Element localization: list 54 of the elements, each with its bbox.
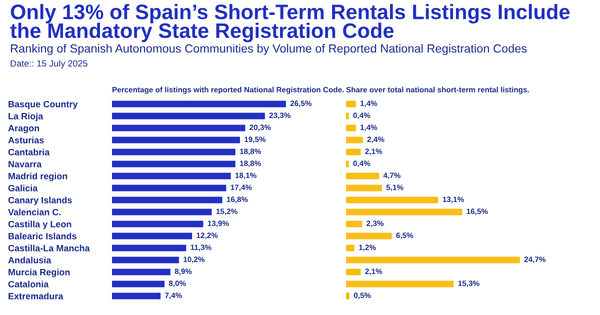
bar (112, 184, 226, 192)
bar (346, 232, 392, 240)
y-tick-label: Galicia (8, 184, 38, 192)
bar (346, 184, 382, 192)
bar (112, 160, 236, 168)
y-tick-label: Basque Country (8, 100, 78, 110)
bar (346, 208, 462, 216)
chart-title: Only 13% of Spain’s Short-Term Rentals Listings Include the Mandatory State Registration Code (10, 4, 570, 42)
y-tick-label: Extremadura (8, 292, 64, 300)
bar (112, 256, 179, 264)
y-tick-label: La Rioja (8, 112, 44, 122)
bar (112, 124, 246, 132)
y-tick-label: Catalonia (8, 280, 49, 288)
bar (112, 100, 286, 108)
bar (112, 172, 231, 180)
bar (112, 268, 170, 276)
bar (346, 220, 362, 228)
bar (346, 256, 520, 264)
y-tick-label: Andalusia (8, 256, 52, 264)
bar (112, 292, 161, 300)
y-tick-label: Canary Islands (8, 196, 72, 206)
bar (346, 124, 356, 132)
y-tick-label: Valencian C. (8, 208, 61, 216)
bar (346, 148, 361, 156)
bar (346, 160, 349, 168)
bar (112, 208, 212, 216)
bar (112, 280, 164, 288)
bar (112, 244, 186, 252)
bar (346, 136, 363, 144)
y-tick-label: Castilla-La Mancha (8, 244, 90, 252)
bar (346, 268, 361, 276)
bar (112, 112, 265, 120)
bar (346, 196, 438, 204)
bar (346, 244, 354, 252)
bar (112, 220, 204, 228)
chart-subtitle: Ranking of Spanish Autonomous Communities by Volume of Reported National Registration Codes (10, 44, 527, 56)
y-tick-label: Castilla y Leon (8, 220, 72, 230)
y-tick-label: Cantabria (8, 148, 50, 156)
bar (346, 112, 349, 120)
y-tick-label: Murcia Region (8, 268, 70, 278)
bar (346, 280, 454, 288)
bar (112, 136, 240, 144)
y-tick-label: Balearic Islands (8, 232, 76, 240)
bar (112, 196, 222, 204)
y-tick-label: Aragon (8, 125, 40, 134)
y-tick-label: Navarra (8, 161, 42, 168)
bar (346, 292, 350, 300)
bar (112, 148, 236, 156)
text: Date:: 15 July 2025 (10, 60, 88, 68)
bar (112, 232, 192, 240)
y-tick-label: Madrid region (8, 172, 68, 182)
bar (346, 172, 380, 180)
bar (346, 100, 356, 108)
y-tick-label: Asturias (8, 136, 44, 144)
